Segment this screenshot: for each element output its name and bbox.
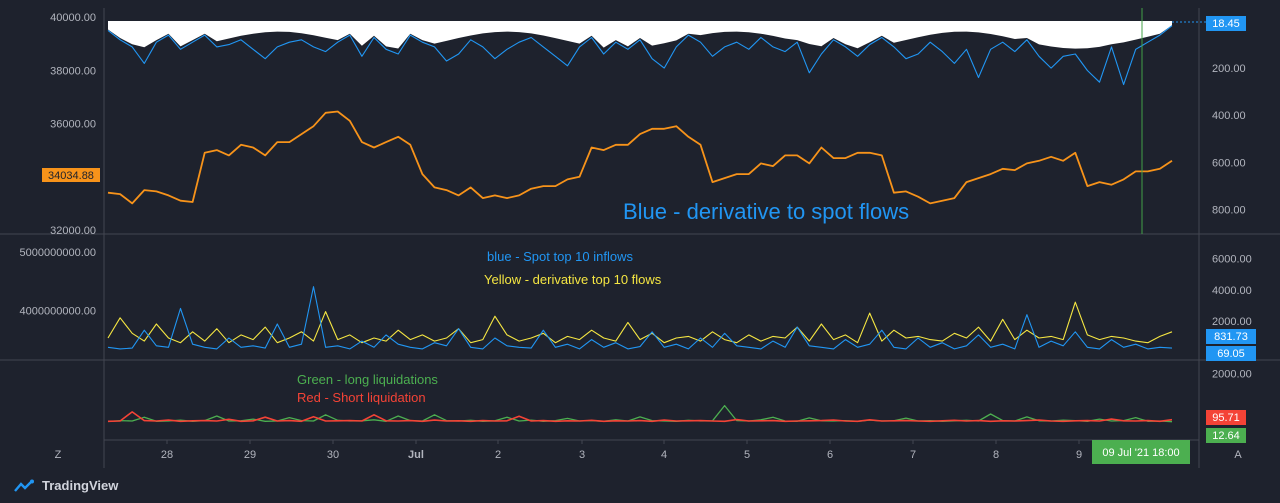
x-tick-label: Jul bbox=[408, 449, 424, 461]
liquidations-pane[interactable]: 2000.00 bbox=[107, 369, 1252, 423]
svg-text:18.45: 18.45 bbox=[1212, 18, 1240, 30]
x-tick-label: 6 bbox=[827, 449, 833, 461]
svg-text:69.05: 69.05 bbox=[1217, 348, 1245, 360]
right-y-tick-label: 200.00 bbox=[1212, 63, 1246, 75]
top-10-flows-pane[interactable]: 5000000000.00 4000000000.00 6000.00 4000.00… bbox=[20, 247, 1252, 350]
price-and-flow-pane[interactable]: 40000.00 38000.00 36000.00 32000.00 200.00 40… bbox=[50, 12, 1246, 237]
right-y-tick-label: 600.00 bbox=[1212, 157, 1246, 169]
x-tick-label: 29 bbox=[244, 449, 256, 461]
svg-text:09 Jul '21 18:00: 09 Jul '21 18:00 bbox=[1102, 447, 1179, 459]
price-last-badge: 34034.88 bbox=[42, 168, 100, 182]
spot-flow-line bbox=[107, 286, 1173, 350]
x-tick-label: 3 bbox=[579, 449, 585, 461]
right-y-tick-label: 2000.00 bbox=[1212, 369, 1252, 381]
tradingview-logo-icon bbox=[14, 479, 34, 492]
flow-area bbox=[108, 21, 1172, 49]
annotation-long: Green - long liquidations bbox=[297, 372, 438, 387]
x-tick-label: 9 bbox=[1076, 449, 1082, 461]
spot-last-badge: 69.05 bbox=[1206, 346, 1256, 361]
left-y-tick-label: 5000000000.00 bbox=[20, 247, 96, 259]
flow-line bbox=[107, 25, 1173, 86]
auto-scale-button[interactable]: A bbox=[1234, 449, 1242, 461]
annotation-short: Red - Short liquidation bbox=[297, 390, 426, 405]
annotation-main: Blue - derivative to spot flows bbox=[623, 199, 909, 224]
right-y-tick-label: 6000.00 bbox=[1212, 254, 1252, 266]
price-line bbox=[107, 110, 1173, 205]
left-y-tick-label: 36000.00 bbox=[50, 119, 96, 131]
svg-text:34034.88: 34034.88 bbox=[48, 170, 94, 182]
svg-text:831.73: 831.73 bbox=[1214, 331, 1248, 343]
left-y-tick-label: 32000.00 bbox=[50, 225, 96, 237]
short-liquidation-line bbox=[107, 411, 1173, 423]
x-tick-label: 7 bbox=[910, 449, 916, 461]
long-last-badge: 12.64 bbox=[1206, 428, 1246, 443]
long-liquidation-line bbox=[107, 404, 1173, 423]
tradingview-logo-text: TradingView bbox=[42, 478, 119, 493]
x-tick-label: 2 bbox=[495, 449, 501, 461]
tradingview-logo[interactable]: TradingView bbox=[14, 478, 118, 493]
x-tick-label: 5 bbox=[744, 449, 750, 461]
annotation-spot: blue - Spot top 10 inflows bbox=[487, 249, 633, 264]
left-y-tick-label: 38000.00 bbox=[50, 65, 96, 77]
left-y-tick-label: 40000.00 bbox=[50, 12, 96, 24]
x-tick-label: 8 bbox=[993, 449, 999, 461]
deriv-last-badge: 831.73 bbox=[1206, 329, 1256, 344]
axes: 28 29 30 Jul 2 3 4 5 6 7 8 9 bbox=[161, 440, 1082, 461]
svg-text:95.71: 95.71 bbox=[1212, 412, 1240, 424]
short-last-badge: 95.71 bbox=[1206, 410, 1246, 425]
zoom-reset-button[interactable]: Z bbox=[55, 449, 62, 461]
right-y-tick-label: 800.00 bbox=[1212, 204, 1246, 216]
right-y-tick-label: 4000.00 bbox=[1212, 285, 1252, 297]
x-tick-label: 30 bbox=[327, 449, 339, 461]
x-tick-label: 28 bbox=[161, 449, 173, 461]
svg-text:12.64: 12.64 bbox=[1212, 430, 1240, 442]
right-y-tick-label: 2000.00 bbox=[1212, 316, 1252, 328]
crosshair-time-badge: 09 Jul '21 18:00 bbox=[1092, 440, 1190, 464]
flow-last-badge: 18.45 bbox=[1206, 16, 1246, 31]
left-y-tick-label: 4000000000.00 bbox=[20, 306, 96, 318]
annotation-deriv: Yellow - derivative top 10 flows bbox=[484, 272, 662, 287]
x-tick-label: 4 bbox=[661, 449, 667, 461]
right-y-tick-label: 400.00 bbox=[1212, 110, 1246, 122]
